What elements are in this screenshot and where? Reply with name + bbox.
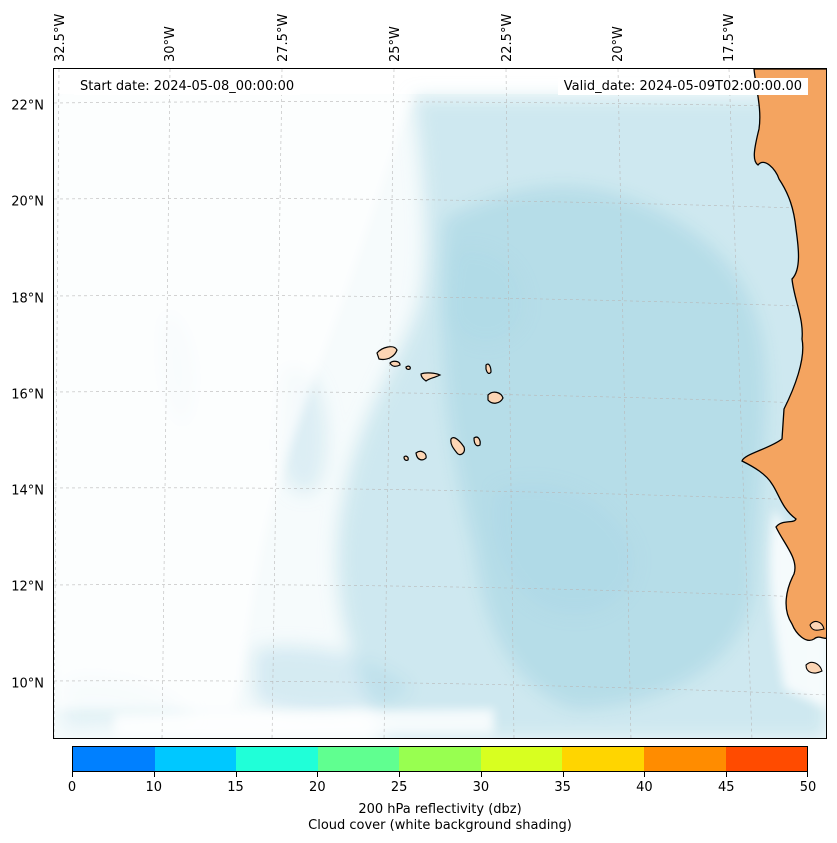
- colorbar-tick-label: 0: [67, 780, 77, 795]
- lat-label-18n: 18°N: [11, 291, 44, 307]
- colorbar-tick-label: 40: [636, 780, 653, 795]
- colorbar-segment-4: [399, 747, 481, 771]
- colorbar-tick-mark: [72, 772, 73, 777]
- island-fogo: [415, 450, 427, 461]
- colorbar-segment-0: [73, 747, 155, 771]
- island-boa-vista: [487, 391, 504, 404]
- lon-label-20w: 20°W: [611, 26, 626, 62]
- lon-label-32-5w: 32.5°W: [53, 13, 68, 62]
- colorbar-tick-mark: [480, 772, 482, 777]
- island-santiago: [450, 437, 465, 456]
- lat-label-20n: 20°N: [11, 194, 44, 210]
- colorbar-tick-mark: [644, 772, 646, 777]
- island-sao-nicolau: [420, 372, 442, 382]
- colorbar-tick-mark: [153, 772, 155, 777]
- colorbar-tick-mark: [235, 772, 237, 777]
- colorbar-segment-8: [725, 747, 808, 771]
- colorbar-tick-label: 35: [554, 780, 571, 795]
- lon-label-25w: 25°W: [388, 26, 403, 62]
- lon-label-17-5w: 17.5°W: [722, 13, 737, 62]
- island-sal: [485, 363, 492, 375]
- island-maio: [473, 436, 481, 447]
- reflectivity-colorbar: [72, 746, 808, 772]
- colorbar-tick-mark: [807, 772, 808, 777]
- colorbar-label-line1: 200 hPa reflectivity (dbz): [358, 802, 522, 817]
- start-date-label: Start date: 2024-05-08_00:00:00: [74, 78, 301, 95]
- colorbar-tick-label: 45: [717, 780, 735, 795]
- colorbar-segment-6: [562, 747, 644, 771]
- lon-label-22-5w: 22.5°W: [500, 13, 515, 62]
- lon-label-27-5w: 27.5°W: [276, 13, 291, 62]
- island-brava: [403, 455, 409, 461]
- map-canvas: [54, 69, 826, 738]
- colorbar-tick-label: 25: [390, 780, 408, 795]
- colorbar-tick-label: 15: [227, 780, 244, 795]
- colorbar-tick-label: 20: [309, 780, 326, 795]
- colorbar-tick-label: 50: [799, 780, 817, 795]
- island-sao-vicente: [389, 360, 401, 367]
- colorbar-label-line2: Cloud cover (white background shading): [308, 818, 572, 833]
- island-santa-luzia: [405, 365, 411, 370]
- lat-label-12n: 12°N: [11, 579, 44, 595]
- valid-date-label: Valid_date: 2024-05-09T02:00:00.00: [557, 78, 808, 95]
- colorbar-tick-label: 30: [472, 780, 490, 795]
- colorbar-segment-3: [317, 747, 400, 771]
- african-coastline: [741, 69, 826, 674]
- lat-label-16n: 16°N: [11, 387, 44, 403]
- cape-verde-islands: [376, 346, 504, 461]
- colorbar-segment-2: [236, 747, 318, 771]
- colorbar-segment-1: [154, 747, 237, 771]
- lon-label-30w: 30°W: [163, 26, 178, 62]
- colorbar-tick-label: 10: [145, 780, 163, 795]
- colorbar-tick-mark: [726, 772, 728, 777]
- lat-label-10n: 10°N: [11, 676, 44, 692]
- cloud-cover-shading: [54, 89, 826, 738]
- map-panel: Start date: 2024-05-08_00:00:00 Valid_da…: [53, 68, 827, 739]
- island-santo-antao: [376, 346, 398, 361]
- colorbar-tick-mark: [399, 772, 401, 777]
- colorbar-segment-5: [480, 747, 563, 771]
- lat-label-22n: 22°N: [11, 98, 44, 114]
- colorbar-tick-mark: [562, 772, 564, 777]
- lat-label-14n: 14°N: [11, 483, 44, 499]
- colorbar-segment-7: [643, 747, 726, 771]
- gridlines: [54, 69, 826, 738]
- colorbar-tick-mark: [317, 772, 319, 777]
